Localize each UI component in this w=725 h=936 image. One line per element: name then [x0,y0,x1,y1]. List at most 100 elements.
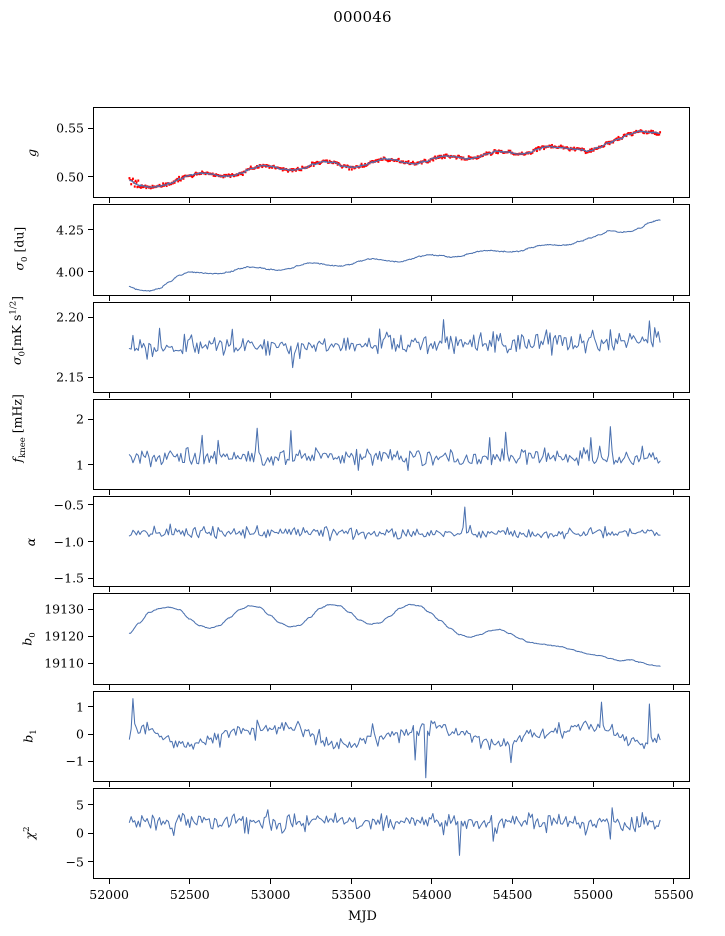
panel-b1-ytick-mark [88,760,93,762]
xtick-mark [189,198,191,204]
xtick-mark [189,392,191,398]
panel-g-ylabel: g [24,148,39,157]
xtick-mark [269,490,272,495]
panel-fknee-ytick-label: 1 [76,457,84,473]
panel-chi2-ytick-mark [88,804,93,806]
xtick-mark [108,392,110,398]
panel-b1-ytick-mark [88,733,93,735]
xtick-mark [108,781,110,787]
panel-sigma0-du-ytick-mark [88,229,93,231]
xtick-mark [269,295,272,301]
figure-title: 000046 [333,8,392,26]
panel-g [93,107,690,199]
xtick-mark [269,587,272,593]
xtick-label: 53500 [331,887,372,902]
panel-g-plot [128,129,662,190]
xtick-mark [269,392,272,398]
panel-alpha [93,496,690,588]
xtick-mark [592,879,594,884]
xtick-mark [108,587,110,593]
xtick-mark [189,879,191,884]
panel-alpha-ytick-label: −1.0 [53,534,84,550]
xtick-mark [350,587,352,593]
panel-b0-ytick-label: 19130 [44,601,84,617]
xtick-label: 52000 [89,887,130,902]
panel-b0-ytick-label: 19110 [44,655,84,671]
panel-b1-ylabel: b1 [20,729,39,743]
panel-sigma0-mks-ytick-mark [88,316,93,318]
panel-alpha-ytick-mark [88,577,93,579]
xtick-mark [592,198,594,204]
panel-b1-ytick-mark [88,706,93,708]
xtick-mark [269,781,272,787]
xtick-label: 54000 [411,887,452,902]
panel-fknee [93,398,690,490]
xtick-mark [431,198,433,204]
xtick-mark [108,879,110,884]
xtick-mark [512,587,514,593]
panel-b0-plot [128,604,661,667]
xtick-mark [350,392,352,398]
xtick-mark [350,684,352,690]
panel-alpha-ytick-label: −0.5 [53,497,84,513]
xtick-mark [673,684,675,690]
panel-sigma0-du-ytick-label: 4.25 [56,222,84,238]
xtick-label: 52500 [169,887,210,902]
panel-sigma0-mks-ylabel: σ0[mK s1/2] [8,296,28,366]
xtick-mark [673,295,675,301]
panel-alpha-ytick-mark [88,541,93,543]
panel-chi2 [93,787,690,879]
panel-b0-ytick-label: 19120 [44,628,84,644]
xtick-mark [673,490,675,495]
panel-b0-ytick-mark [88,635,93,637]
xtick-mark [512,490,514,495]
panel-chi2-ytick-mark [88,861,93,863]
xtick-mark [673,587,675,593]
xtick-mark [269,684,272,690]
panel-chi2-plot [128,806,661,856]
panel-g-ytick-label: 0.50 [56,169,84,185]
xtick-mark [350,781,352,787]
xtick-label: 55500 [653,887,694,902]
xtick-mark [512,879,514,884]
xtick-mark [108,198,110,204]
xtick-mark [189,781,191,787]
xtick-mark [512,684,514,690]
panel-chi2-ytick-mark [88,832,93,834]
xtick-mark [673,392,675,398]
panel-b1 [93,690,690,782]
panel-b0-ylabel: b0 [19,632,38,646]
xtick-mark [350,198,352,204]
xtick-mark [350,295,352,301]
xtick-mark [431,295,433,301]
panel-fknee-plot [128,425,661,471]
panel-b1-plot [128,697,661,778]
panel-b1-ytick-label: 0 [76,726,84,742]
panel-b1-ytick-label: −1 [65,753,84,769]
panel-sigma0-mks-ytick-label: 2.20 [56,309,84,325]
xtick-mark [108,684,110,690]
xtick-mark [189,684,191,690]
xtick-mark [592,781,594,787]
xtick-mark [189,587,191,593]
panel-sigma0-du-ytick-mark [88,271,93,273]
xtick-mark [431,684,433,690]
panel-chi2-ytick-label: 0 [76,825,84,841]
panel-sigma0-mks [93,301,690,393]
xtick-mark [512,392,514,398]
xtick-mark [108,295,110,301]
xtick-mark [431,392,433,398]
panel-sigma0-mks-plot [128,318,661,368]
panel-sigma0-du [93,204,690,296]
xtick-mark [350,879,352,884]
panel-chi2-ylabel: χ2 [21,826,38,840]
xtick-mark [269,198,272,204]
x-axis-label: MJD [348,909,377,924]
panel-b0-ytick-mark [88,608,93,610]
panel-g-ytick-mark [88,127,93,129]
xtick-mark [673,879,675,884]
panel-alpha-plot [128,506,661,542]
xtick-mark [431,781,433,787]
panel-g-ytick-label: 0.55 [56,120,84,136]
